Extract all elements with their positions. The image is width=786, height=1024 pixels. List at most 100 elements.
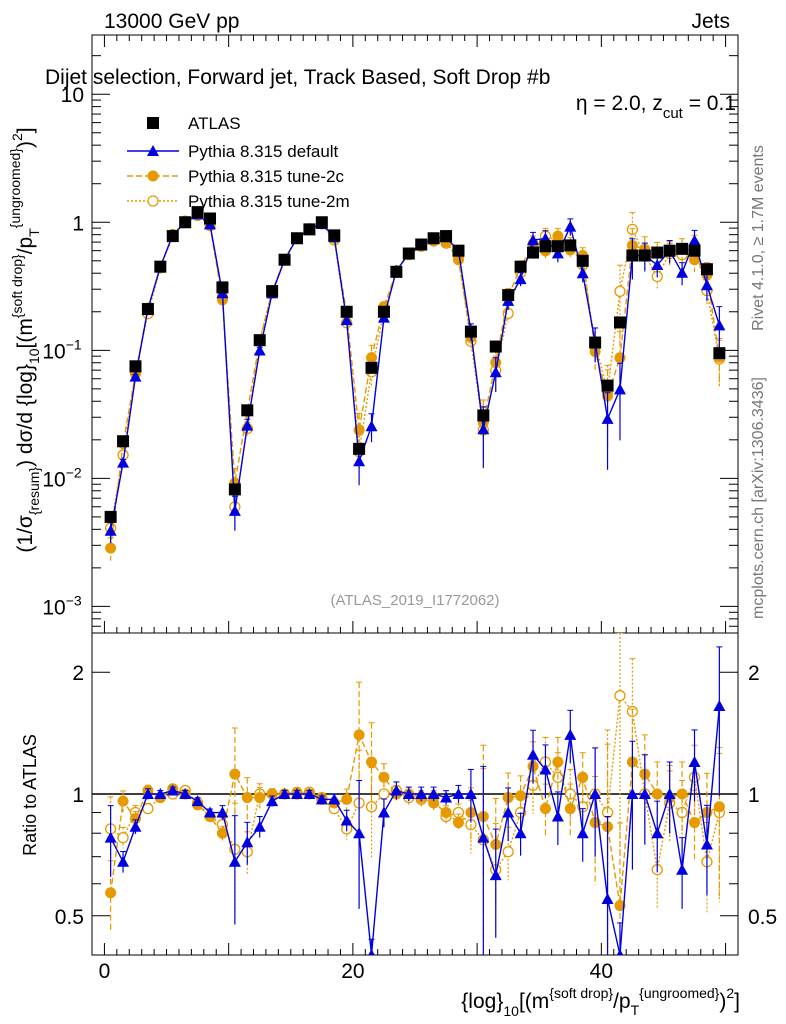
header-left: 13000 GeV pp (104, 10, 239, 33)
ratio-point (328, 793, 341, 805)
ratio-point (577, 771, 589, 783)
main-point (689, 254, 701, 266)
data-point (589, 336, 602, 349)
main-point (340, 314, 353, 326)
ratio-point (117, 855, 130, 867)
ratio-point (216, 827, 228, 839)
ratio-point (651, 788, 663, 800)
data-point (216, 281, 229, 294)
data-point (514, 260, 527, 273)
data-point (166, 230, 179, 243)
data-point (191, 206, 204, 219)
ratio-point (601, 893, 614, 905)
main-point (514, 273, 527, 285)
data-point (539, 240, 552, 253)
ratio-line-1 (109, 732, 720, 906)
legend-label-default: Pythia 8.315 default (188, 142, 339, 161)
ratio-point (502, 806, 515, 818)
analysis-id: (ATLAS_2019_I1772062) (330, 592, 499, 609)
ratio-point (713, 700, 726, 712)
main-point (353, 455, 366, 467)
ratio-point (440, 807, 452, 819)
ratio-point (614, 900, 626, 912)
ratio-tick-label: 2 (748, 662, 760, 685)
data-point (576, 254, 589, 267)
main-point (366, 352, 378, 364)
ratio-point (353, 729, 365, 741)
ratio-point (303, 788, 316, 799)
main-point (117, 456, 130, 468)
ratio-point (129, 820, 142, 832)
data-point (713, 347, 726, 360)
ratio-point (105, 887, 117, 899)
main-point (713, 319, 726, 331)
ratio-point (278, 788, 291, 799)
main-point (651, 258, 664, 270)
data-point (104, 510, 117, 523)
ratio-point (428, 797, 440, 809)
data-point (427, 232, 440, 245)
ratio-point (377, 806, 390, 818)
data-point (477, 409, 490, 422)
main-point (564, 220, 577, 232)
ratio-point (104, 831, 117, 843)
data-point (651, 246, 664, 259)
ratio-point (253, 820, 266, 832)
ratio-point (402, 788, 415, 799)
title: Dijet selection, Forward jet, Track Base… (45, 66, 736, 122)
ratio-tick-label: 2 (72, 662, 84, 685)
legend-label-tune-2m: Pythia 8.315 tune-2m (188, 192, 350, 211)
ratio-y-axis-label: Ratio to ATLAS (20, 734, 40, 856)
ratio-point (179, 788, 192, 799)
ratio-point (366, 756, 378, 768)
main-point (700, 279, 713, 291)
main-point (477, 423, 490, 435)
data-point (365, 361, 378, 374)
ratio-point (564, 728, 577, 740)
data-point (613, 316, 626, 329)
data-point (688, 244, 701, 257)
x-axis-label: {log}10[(m{soft drop}/pT{ungroomed})2] (461, 985, 740, 1019)
legend-marker (147, 195, 159, 207)
title-tail: η = 2.0, zcut = 0.1 (576, 92, 736, 122)
y-tick-label: 10 (61, 84, 84, 107)
y-tick-label: 10−3 (42, 592, 82, 619)
ratio-point (539, 763, 552, 775)
ratio-point (576, 827, 589, 839)
ratio-point (676, 788, 688, 800)
ratio-point (651, 827, 664, 839)
ratio-point (290, 788, 303, 799)
main-point (614, 285, 626, 297)
main-line-2 (109, 214, 721, 529)
ratio-point (551, 810, 564, 822)
ratio-point (616, 949, 624, 955)
ratio-point (191, 795, 204, 807)
legend-marker (147, 170, 159, 182)
data-point (564, 239, 577, 252)
main-point (104, 524, 117, 536)
data-point (340, 305, 353, 318)
ratio-point (502, 846, 514, 858)
ratio-point (638, 788, 651, 799)
data-point (502, 289, 515, 302)
data-point (204, 212, 217, 225)
data-point (489, 340, 502, 353)
data-point (290, 232, 303, 245)
ratio-point (489, 869, 502, 881)
axes: 0 20 40 10 1 10−1 10−2 10−3 2 2 1 1 0.5 0.5 (42, 34, 777, 983)
ratio-point (477, 831, 490, 843)
legend-label-atlas: ATLAS (188, 114, 241, 133)
ratio-point (378, 771, 390, 783)
ratio-tick-label: 0.5 (748, 906, 777, 929)
data-point (440, 230, 453, 243)
y-tick-label: 10−2 (42, 464, 82, 491)
ratio-point (228, 855, 241, 867)
main-point (489, 366, 502, 378)
main-point (241, 419, 254, 431)
ratio-point (515, 790, 527, 802)
data-point (676, 242, 689, 255)
legend: ATLAS Pythia 8.315 default Pythia 8.315 … (127, 114, 350, 211)
main-point (527, 234, 540, 246)
main-point (601, 412, 614, 424)
